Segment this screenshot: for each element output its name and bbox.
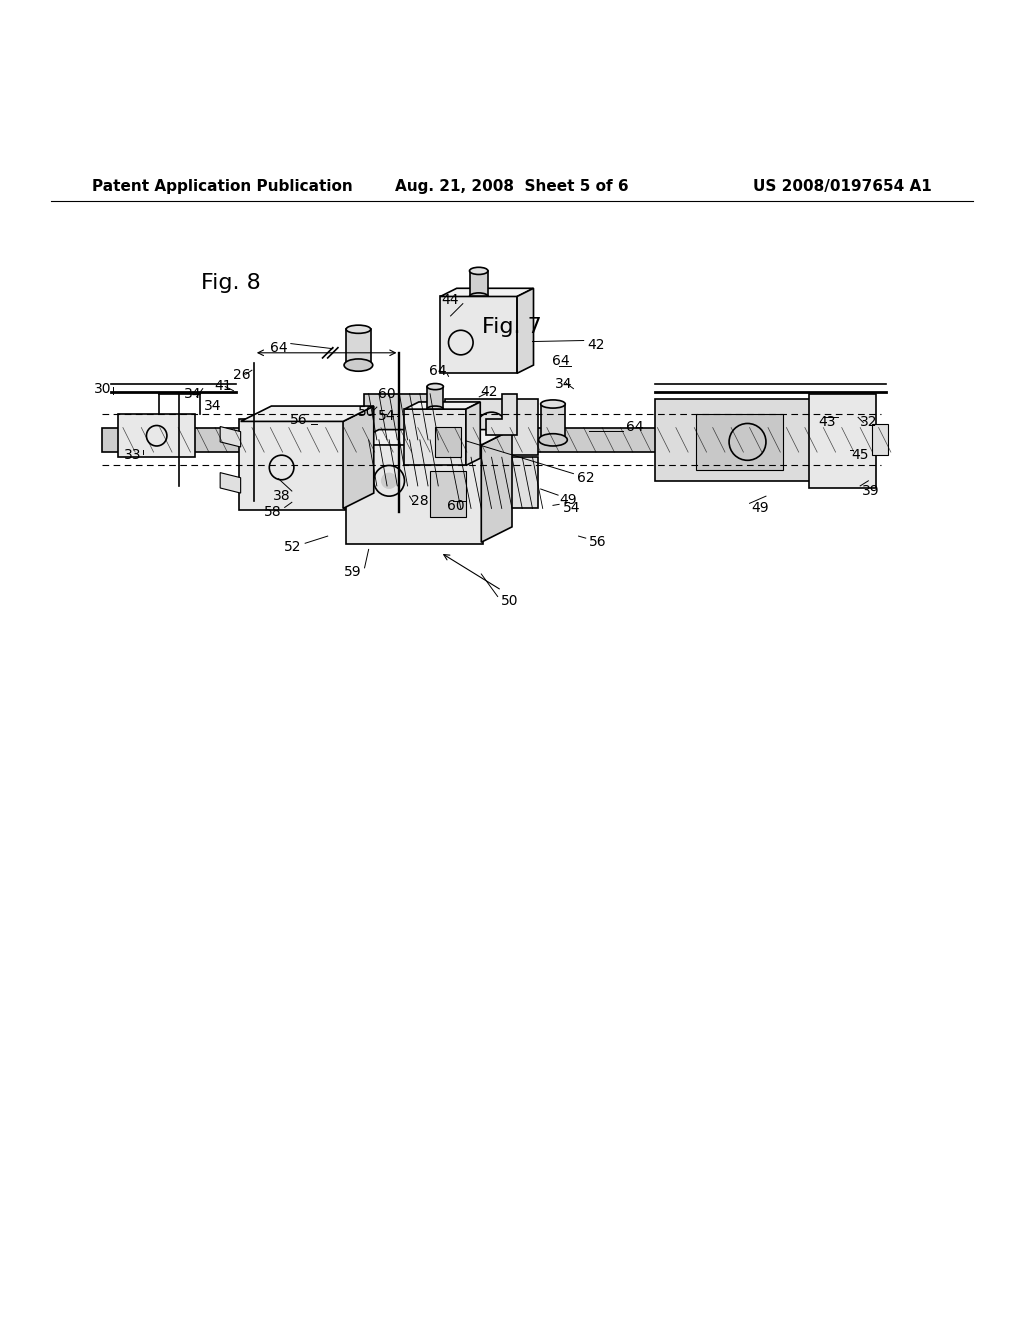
Text: 49: 49: [559, 494, 578, 507]
Ellipse shape: [344, 359, 373, 371]
Polygon shape: [440, 297, 517, 374]
Text: 34: 34: [183, 387, 202, 401]
Bar: [364, 393, 435, 440]
Polygon shape: [241, 407, 374, 421]
Ellipse shape: [427, 384, 443, 389]
Text: 49: 49: [751, 502, 769, 515]
FancyBboxPatch shape: [346, 444, 483, 544]
Text: 30: 30: [93, 381, 112, 396]
Polygon shape: [517, 288, 534, 374]
Bar: [469, 271, 487, 297]
Text: 26: 26: [232, 368, 251, 383]
Text: 52: 52: [284, 540, 302, 554]
Text: 42: 42: [480, 384, 499, 399]
Text: 44: 44: [441, 293, 460, 306]
Text: Fig. 8: Fig. 8: [201, 273, 260, 293]
Text: 60: 60: [446, 499, 465, 513]
Text: 34: 34: [554, 376, 572, 391]
Polygon shape: [466, 403, 480, 466]
Text: Fig. 7: Fig. 7: [482, 317, 542, 337]
Text: 38: 38: [272, 490, 291, 503]
Text: Aug. 21, 2008  Sheet 5 of 6: Aug. 21, 2008 Sheet 5 of 6: [395, 180, 629, 194]
Text: 64: 64: [626, 420, 644, 433]
Text: 50: 50: [501, 594, 519, 607]
Bar: [435, 426, 461, 457]
Bar: [427, 387, 443, 409]
Text: 56: 56: [589, 535, 607, 549]
Ellipse shape: [469, 267, 487, 275]
Text: US 2008/0197654 A1: US 2008/0197654 A1: [753, 180, 932, 194]
Polygon shape: [486, 393, 517, 434]
Bar: [809, 393, 876, 488]
Bar: [102, 428, 881, 453]
Bar: [872, 425, 888, 455]
Text: 34: 34: [204, 399, 222, 413]
Text: 64: 64: [552, 354, 570, 368]
Polygon shape: [220, 473, 241, 494]
Text: 43: 43: [818, 416, 837, 429]
Text: 45: 45: [851, 449, 869, 462]
Text: 64: 64: [269, 341, 288, 355]
FancyBboxPatch shape: [655, 399, 845, 480]
Text: 50: 50: [357, 405, 376, 420]
FancyBboxPatch shape: [118, 414, 195, 457]
Bar: [346, 329, 371, 366]
Polygon shape: [481, 429, 512, 543]
Polygon shape: [343, 407, 374, 508]
Text: 60: 60: [378, 387, 396, 401]
Text: 42: 42: [587, 338, 605, 351]
Ellipse shape: [539, 434, 567, 446]
Bar: [430, 470, 466, 516]
Polygon shape: [348, 429, 512, 445]
Text: 59: 59: [343, 565, 361, 579]
Text: 58: 58: [263, 504, 282, 519]
Bar: [696, 414, 783, 470]
Text: 39: 39: [861, 484, 880, 498]
Text: 54: 54: [378, 409, 396, 424]
Text: 28: 28: [411, 494, 429, 508]
Text: 33: 33: [124, 449, 142, 462]
Bar: [541, 404, 565, 440]
FancyBboxPatch shape: [445, 457, 538, 508]
Text: Patent Application Publication: Patent Application Publication: [92, 180, 353, 194]
Bar: [364, 440, 435, 486]
Text: 41: 41: [214, 379, 232, 392]
FancyBboxPatch shape: [239, 420, 345, 511]
Polygon shape: [404, 409, 466, 466]
Text: 54: 54: [562, 502, 581, 515]
Polygon shape: [404, 403, 480, 409]
Polygon shape: [220, 426, 241, 447]
Text: 62: 62: [577, 471, 595, 484]
Text: 32: 32: [859, 416, 878, 429]
Text: 56: 56: [290, 413, 308, 428]
Circle shape: [381, 473, 397, 488]
Polygon shape: [440, 288, 534, 297]
Ellipse shape: [346, 325, 371, 334]
Text: 64: 64: [429, 364, 447, 379]
Ellipse shape: [541, 400, 565, 408]
FancyBboxPatch shape: [445, 399, 538, 455]
